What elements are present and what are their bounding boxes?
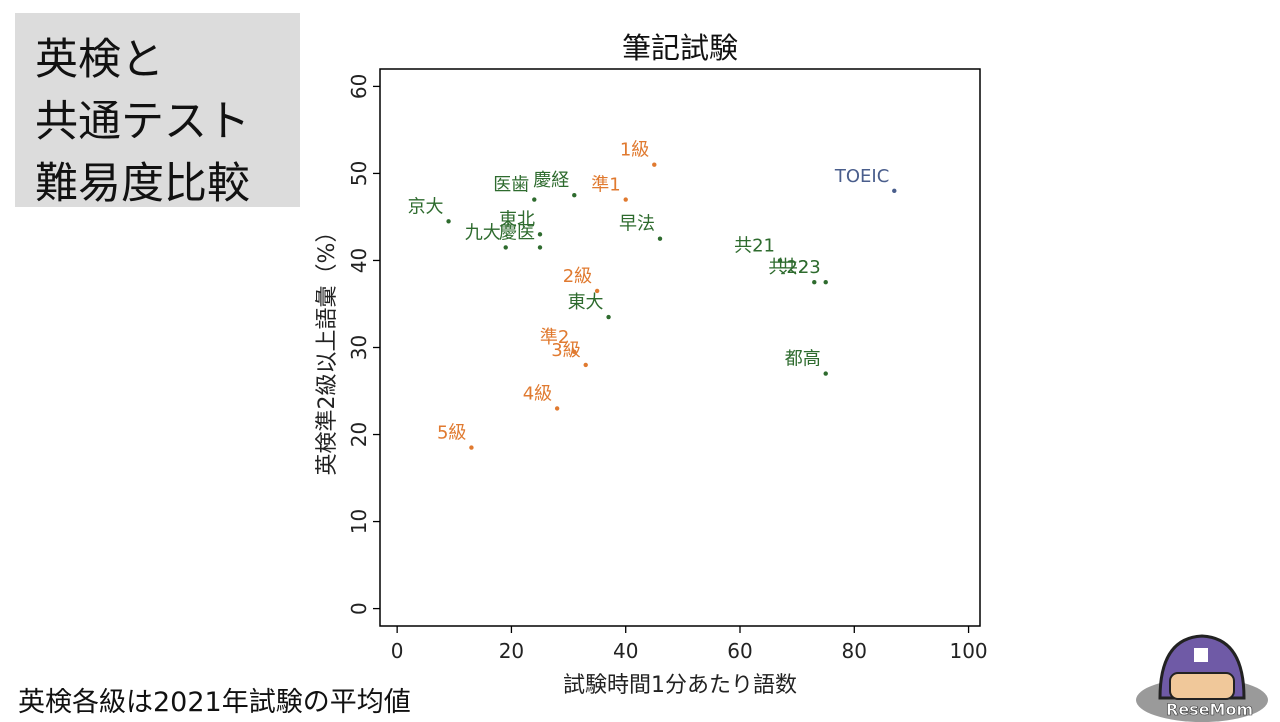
point-label: 共21 [734, 235, 775, 256]
data-point [657, 236, 663, 241]
point-label: 2級 [563, 266, 592, 287]
data-point [823, 280, 828, 285]
data-point [537, 232, 543, 237]
point-label: 準1 [591, 175, 620, 196]
data-point [554, 406, 560, 411]
point-label: 準2 [540, 327, 569, 348]
y-tick-label: 10 [347, 509, 371, 534]
point-label: 早法 [619, 214, 655, 235]
footnote: 英検各級は2021年試験の平均値 [18, 687, 411, 718]
logo-mascot-icon: ReseMom [1136, 634, 1268, 722]
x-tick-label: 40 [613, 639, 638, 663]
point-label: TOEIC [834, 166, 889, 187]
data-point [537, 245, 543, 250]
heading-line-1: 英検と [35, 35, 164, 85]
heading-panel: 英検と 共通テスト 難易度比較 [15, 13, 300, 209]
data-point [623, 197, 628, 202]
y-tick-label: 30 [347, 335, 371, 360]
point-label: 共22 [768, 257, 809, 278]
y-axis-label: 英検準2級以上語彙（%） [315, 221, 340, 476]
heading-line-2: 共通テスト [35, 97, 250, 147]
data-point [652, 162, 657, 167]
axes: 0 20 40 60 80 100 0 10 20 30 40 50 60 [347, 74, 988, 663]
data-point [777, 258, 783, 263]
point-label: 医歯 [493, 175, 529, 196]
point-label: 3級 [551, 340, 580, 361]
point-label: 慶医 [499, 222, 535, 243]
x-tick-label: 80 [842, 639, 867, 663]
data-point [583, 362, 588, 368]
data-point [532, 197, 537, 202]
point-label: 九大 [465, 222, 501, 243]
point-label: 5級 [437, 423, 466, 444]
y-tick-label: 40 [347, 248, 371, 273]
plot-frame [379, 68, 981, 627]
data-point [446, 219, 451, 224]
data-point [606, 314, 611, 320]
data-point [503, 245, 508, 250]
data-point [594, 288, 600, 294]
y-tick-label: 20 [347, 422, 371, 447]
point-label: 東北 [499, 209, 535, 230]
point-label: 東大 [568, 292, 604, 313]
x-tick-label: 0 [391, 639, 404, 663]
y-tick-label: 50 [347, 161, 371, 186]
data-point [892, 188, 897, 194]
chart-title: 筆記試験 [622, 31, 738, 65]
data-point [812, 280, 817, 285]
x-tick-label: 100 [949, 639, 987, 663]
x-tick-label: 60 [727, 639, 752, 663]
point-label: 都高 [785, 349, 821, 370]
y-tick-label: 0 [347, 602, 371, 615]
data-point [823, 371, 828, 376]
data-point [572, 192, 577, 198]
data-point [469, 445, 474, 450]
x-tick-label: 20 [499, 639, 524, 663]
point-label: 共23 [780, 257, 821, 278]
data-point [572, 349, 577, 355]
logo-text: ReseMom [1166, 700, 1253, 719]
point-label: 慶経 [533, 170, 569, 191]
y-tick-label: 60 [347, 74, 371, 99]
point-label: 4級 [523, 383, 552, 404]
heading-line-3: 難易度比較 [35, 159, 250, 209]
point-label: 京大 [408, 196, 444, 217]
point-label: 1級 [620, 140, 649, 161]
x-axis-label: 試験時間1分あたり語数 [563, 673, 797, 698]
